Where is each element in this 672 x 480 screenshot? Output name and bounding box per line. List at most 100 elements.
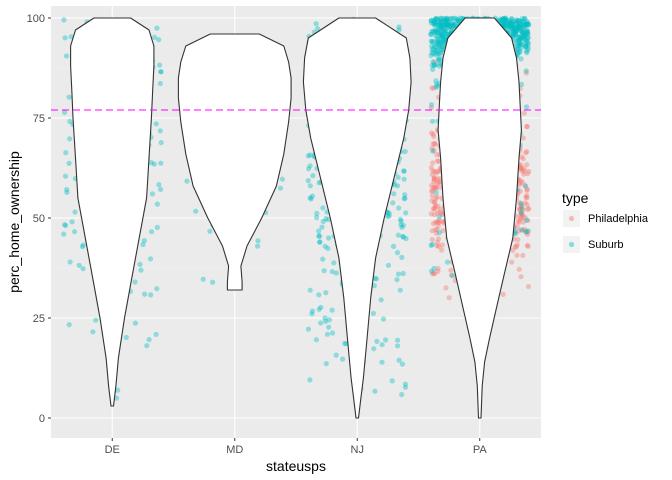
data-point bbox=[154, 286, 160, 292]
legend: type Philadelphia Suburb bbox=[562, 190, 649, 253]
data-point bbox=[429, 43, 435, 49]
data-point bbox=[435, 27, 441, 33]
data-point bbox=[440, 34, 446, 40]
data-point bbox=[428, 53, 434, 59]
data-point bbox=[152, 34, 158, 40]
data-point bbox=[313, 337, 319, 343]
data-point bbox=[437, 35, 443, 42]
y-tick-label: 25 bbox=[33, 313, 45, 325]
data-point bbox=[443, 18, 450, 24]
data-point bbox=[507, 18, 513, 24]
data-point bbox=[518, 205, 524, 211]
data-point bbox=[141, 238, 147, 244]
data-point bbox=[500, 16, 506, 22]
data-point bbox=[518, 215, 524, 221]
data-point bbox=[132, 279, 138, 285]
data-point bbox=[519, 81, 525, 87]
data-point bbox=[514, 252, 520, 258]
data-point bbox=[438, 31, 444, 37]
data-point bbox=[510, 28, 516, 34]
data-point bbox=[508, 25, 514, 31]
data-point bbox=[72, 209, 78, 215]
data-point bbox=[455, 17, 461, 23]
data-point bbox=[441, 29, 447, 35]
data-point bbox=[452, 22, 458, 28]
data-point bbox=[149, 229, 155, 235]
legend-item-philadelphia: Philadelphia bbox=[563, 210, 649, 227]
data-point bbox=[524, 20, 530, 26]
data-point bbox=[448, 23, 454, 29]
data-point bbox=[144, 343, 150, 349]
data-point bbox=[523, 22, 529, 28]
data-point bbox=[390, 243, 397, 249]
data-point bbox=[193, 208, 199, 214]
data-point bbox=[433, 81, 440, 87]
data-point bbox=[324, 331, 331, 337]
data-point bbox=[525, 44, 531, 50]
data-point bbox=[391, 191, 397, 197]
data-point bbox=[518, 28, 524, 34]
data-point bbox=[429, 118, 436, 124]
data-point bbox=[431, 44, 437, 50]
data-point bbox=[513, 17, 520, 23]
data-point bbox=[497, 16, 503, 22]
y-axis-title: perc_home_ownership bbox=[6, 151, 22, 293]
data-point bbox=[429, 130, 435, 136]
data-point bbox=[442, 15, 448, 21]
data-point bbox=[521, 23, 527, 29]
data-point bbox=[516, 26, 523, 32]
data-point bbox=[510, 21, 516, 27]
data-point bbox=[524, 38, 530, 44]
data-point bbox=[515, 237, 521, 243]
data-point bbox=[513, 38, 519, 44]
data-point bbox=[448, 267, 454, 273]
data-point bbox=[430, 148, 436, 154]
data-point bbox=[444, 16, 451, 22]
data-point bbox=[455, 16, 461, 23]
data-point bbox=[515, 20, 521, 26]
data-point bbox=[63, 222, 69, 229]
data-point bbox=[444, 22, 450, 28]
data-point bbox=[509, 16, 515, 22]
data-point bbox=[436, 30, 442, 36]
data-point bbox=[433, 230, 439, 236]
data-point bbox=[432, 212, 438, 218]
data-point bbox=[439, 32, 445, 38]
data-point bbox=[431, 21, 437, 27]
data-point bbox=[436, 230, 442, 236]
y-tick-label: 100 bbox=[27, 13, 45, 25]
data-point bbox=[154, 25, 160, 31]
data-point bbox=[320, 256, 326, 262]
data-point bbox=[500, 20, 506, 27]
data-point bbox=[396, 24, 402, 30]
data-point bbox=[383, 337, 389, 343]
data-point bbox=[501, 19, 507, 25]
data-point bbox=[518, 44, 524, 51]
data-point bbox=[76, 262, 82, 268]
data-point bbox=[513, 231, 519, 237]
data-point bbox=[67, 118, 73, 125]
data-point bbox=[514, 214, 520, 220]
data-point bbox=[526, 168, 532, 174]
data-point bbox=[396, 27, 402, 33]
data-point bbox=[516, 38, 522, 44]
data-point bbox=[436, 57, 442, 63]
data-point bbox=[314, 210, 320, 216]
data-point bbox=[438, 47, 445, 53]
data-point bbox=[446, 19, 453, 25]
data-point bbox=[434, 45, 440, 51]
data-point bbox=[444, 22, 450, 28]
data-point bbox=[401, 176, 407, 182]
data-point bbox=[524, 50, 530, 56]
data-point bbox=[307, 163, 313, 169]
data-point bbox=[156, 37, 162, 43]
data-point bbox=[525, 21, 532, 27]
data-point bbox=[439, 211, 445, 217]
data-point bbox=[431, 85, 437, 91]
data-point bbox=[520, 41, 526, 47]
data-point bbox=[428, 20, 434, 26]
data-point bbox=[523, 183, 529, 189]
data-point bbox=[500, 21, 506, 27]
data-point bbox=[428, 102, 435, 108]
data-point bbox=[525, 39, 531, 46]
